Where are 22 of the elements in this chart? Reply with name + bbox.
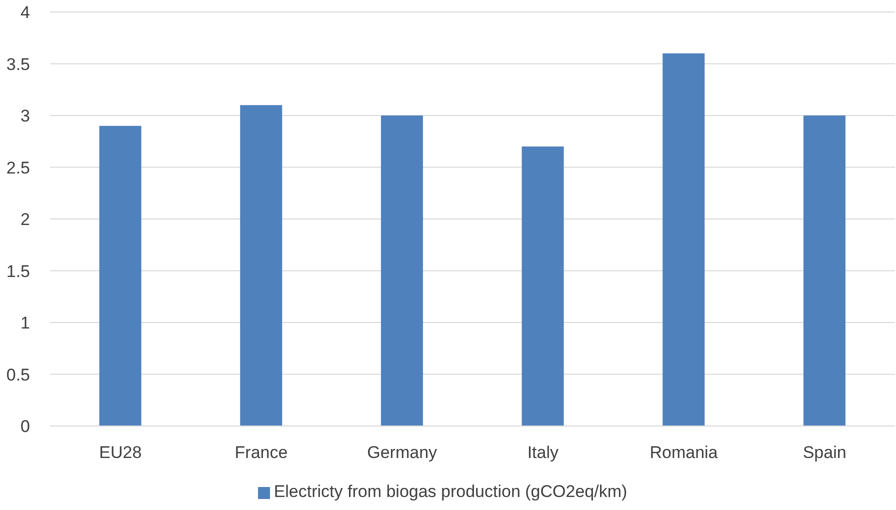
y-tick-label: 4 bbox=[20, 3, 30, 22]
x-tick-label: Italy bbox=[527, 443, 559, 462]
x-tick-label: Germany bbox=[367, 443, 438, 462]
x-tick-label: EU28 bbox=[99, 443, 142, 462]
y-tick-label: 1.5 bbox=[6, 262, 30, 281]
bar bbox=[240, 105, 282, 426]
x-tick-label: Romania bbox=[650, 443, 718, 462]
y-tick-label: 1 bbox=[20, 314, 30, 333]
bar bbox=[99, 126, 142, 426]
y-tick-label: 0 bbox=[20, 417, 30, 436]
x-tick-label: Spain bbox=[802, 443, 846, 462]
x-tick-label: France bbox=[234, 443, 288, 462]
bar bbox=[380, 116, 423, 426]
legend-label: Electricty from biogas production (gCO2eq/km) bbox=[274, 482, 628, 501]
y-tick-label: 0.5 bbox=[6, 365, 30, 384]
y-tick-label: 2.5 bbox=[6, 158, 30, 178]
bar bbox=[522, 146, 564, 426]
y-tick-label: 2 bbox=[20, 210, 30, 230]
y-tick-label: 3.5 bbox=[6, 54, 30, 74]
bar bbox=[803, 116, 846, 426]
y-tick-label: 3 bbox=[20, 106, 30, 126]
bar bbox=[662, 53, 705, 426]
